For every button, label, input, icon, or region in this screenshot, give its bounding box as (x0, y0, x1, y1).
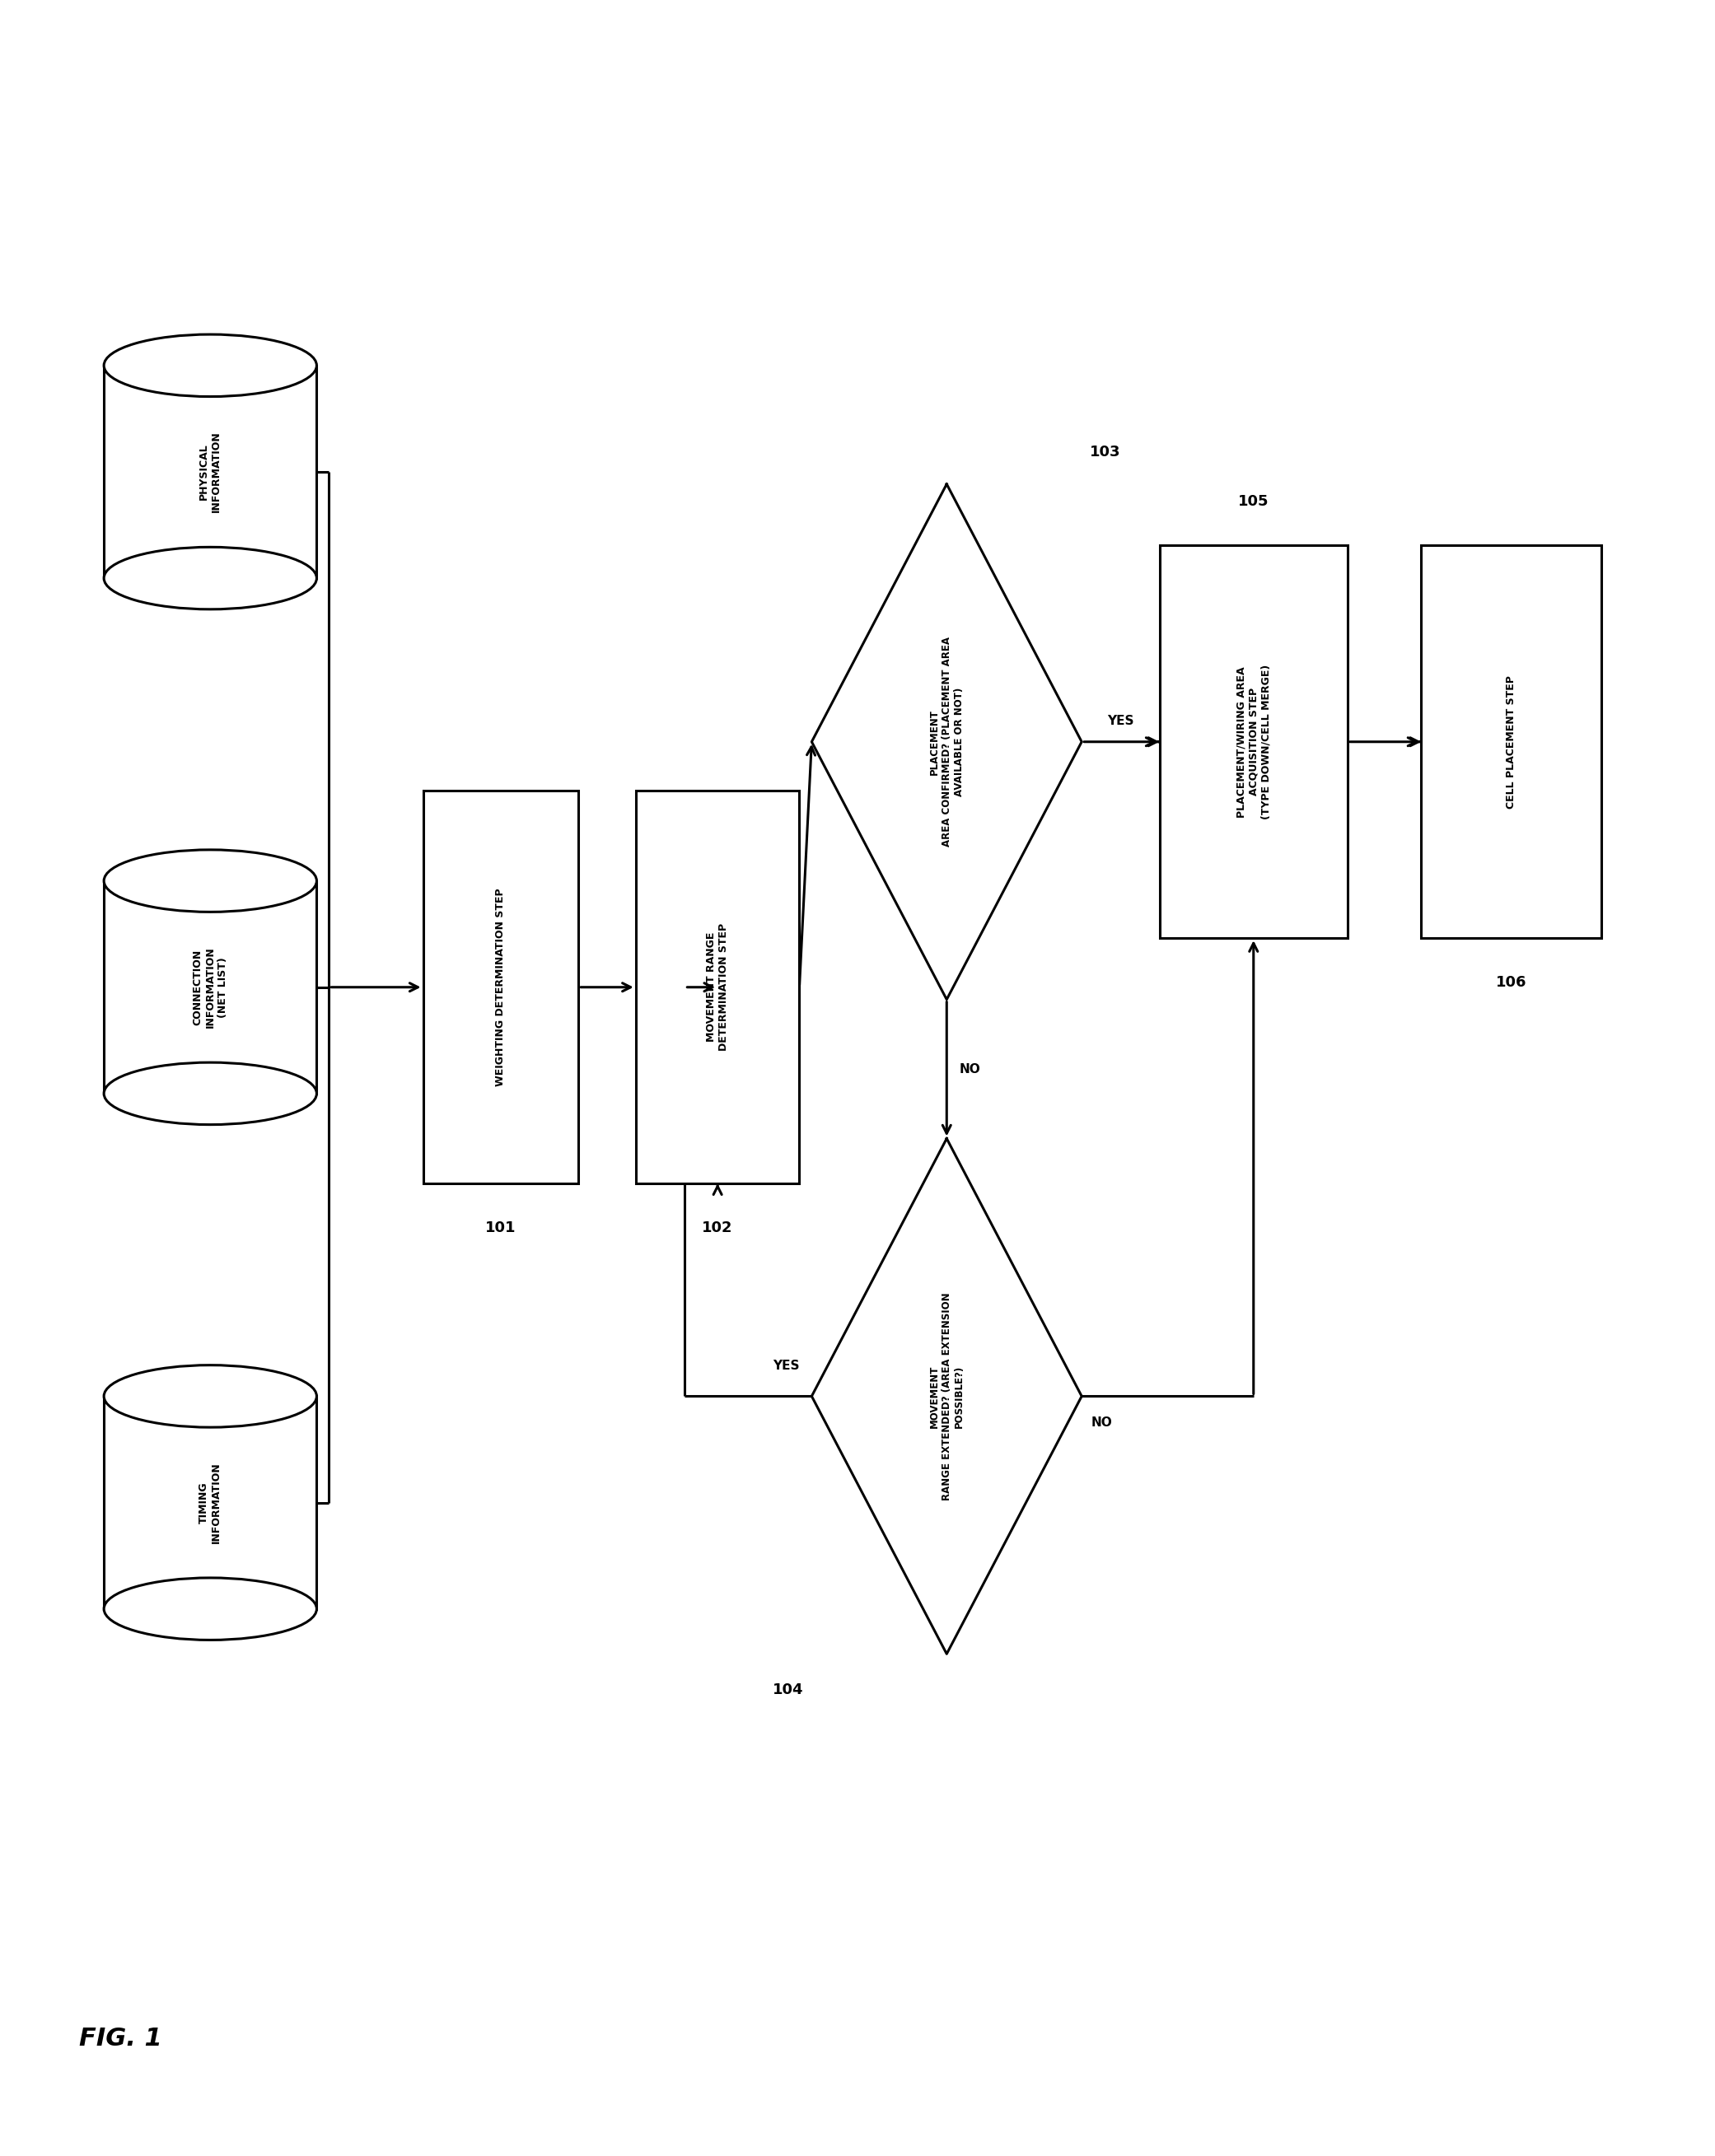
Ellipse shape (105, 1578, 317, 1641)
Ellipse shape (105, 1063, 317, 1125)
Polygon shape (811, 1138, 1082, 1654)
Ellipse shape (105, 849, 317, 912)
Text: FIG. 1: FIG. 1 (79, 2027, 163, 2050)
Ellipse shape (105, 334, 317, 397)
Bar (105, 1397, 317, 1608)
Text: CONNECTION
INFORMATION
(NET LIST): CONNECTION INFORMATION (NET LIST) (192, 946, 228, 1028)
Text: PLACEMENT
AREA CONFIRMED? (PLACEMENT AREA
AVAILABLE OR NOT): PLACEMENT AREA CONFIRMED? (PLACEMENT ARE… (930, 636, 964, 847)
Text: NO: NO (959, 1063, 981, 1076)
Text: MOVEMENT
RANGE EXTENDED? (AREA EXTENSION
POSSIBLE?): MOVEMENT RANGE EXTENDED? (AREA EXTENSION… (930, 1291, 964, 1501)
Text: NO: NO (1091, 1416, 1113, 1429)
Text: 102: 102 (701, 1220, 732, 1235)
Ellipse shape (105, 1365, 317, 1427)
Ellipse shape (105, 548, 317, 610)
Text: 106: 106 (1495, 975, 1526, 990)
Text: 104: 104 (772, 1682, 804, 1697)
Text: YES: YES (773, 1358, 799, 1371)
Bar (1422, 545, 1602, 938)
Bar (636, 791, 799, 1184)
Bar (105, 882, 317, 1093)
Text: 105: 105 (1238, 494, 1269, 509)
Text: WEIGHTING DETERMINATION STEP: WEIGHTING DETERMINATION STEP (496, 888, 506, 1087)
Text: PHYSICAL
INFORMATION: PHYSICAL INFORMATION (199, 431, 221, 513)
Text: MOVEMENT RANGE
DETERMINATION STEP: MOVEMENT RANGE DETERMINATION STEP (707, 923, 729, 1052)
Bar (105, 367, 317, 578)
Text: YES: YES (1108, 714, 1134, 727)
Polygon shape (811, 485, 1082, 1000)
Text: PLACEMENT/WIRING AREA
ACQUISITION STEP
(TYPE DOWN/CELL MERGE): PLACEMENT/WIRING AREA ACQUISITION STEP (… (1237, 664, 1271, 819)
Bar (1159, 545, 1348, 938)
Text: CELL PLACEMENT STEP: CELL PLACEMENT STEP (1506, 675, 1516, 808)
Text: TIMING
INFORMATION: TIMING INFORMATION (199, 1462, 221, 1544)
Bar (424, 791, 578, 1184)
Text: 101: 101 (485, 1220, 516, 1235)
Text: 103: 103 (1089, 444, 1122, 459)
